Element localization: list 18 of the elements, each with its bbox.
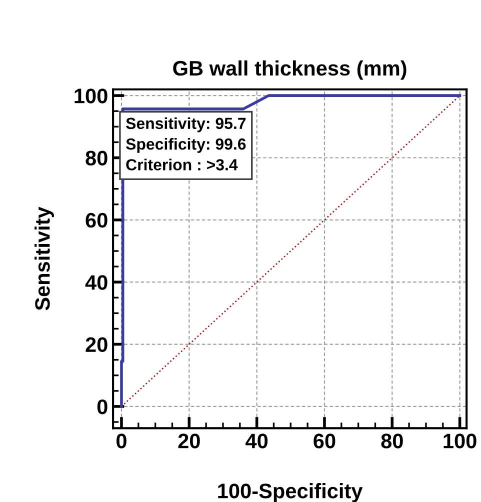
x-tick-label: 20 xyxy=(178,434,200,448)
annotation: Criterion : >3.4 xyxy=(126,158,238,170)
x-tick-label: 60 xyxy=(314,434,336,448)
x-tick-label: 0 xyxy=(116,434,126,448)
y-tick-label: 100 xyxy=(74,88,108,104)
annotation: Specificity: 99.6 xyxy=(126,138,246,153)
annotation: Sensitivity: 95.7 xyxy=(126,117,246,132)
y-axis-title: Sensitivity xyxy=(34,206,54,310)
y-tick-label: 0 xyxy=(97,399,108,414)
x-tick-label: 80 xyxy=(381,434,403,448)
chart-title: GB wall thickness (mm) xyxy=(173,60,406,80)
x-axis-title: 100-Specificity xyxy=(218,483,363,502)
x-tick-label: 40 xyxy=(246,434,268,448)
y-tick-label: 40 xyxy=(85,275,108,290)
y-tick-label: 80 xyxy=(86,150,108,166)
x-tick-label: 100 xyxy=(444,434,476,448)
y-tick-label: 20 xyxy=(86,337,108,352)
y-tick-label: 60 xyxy=(86,212,108,228)
